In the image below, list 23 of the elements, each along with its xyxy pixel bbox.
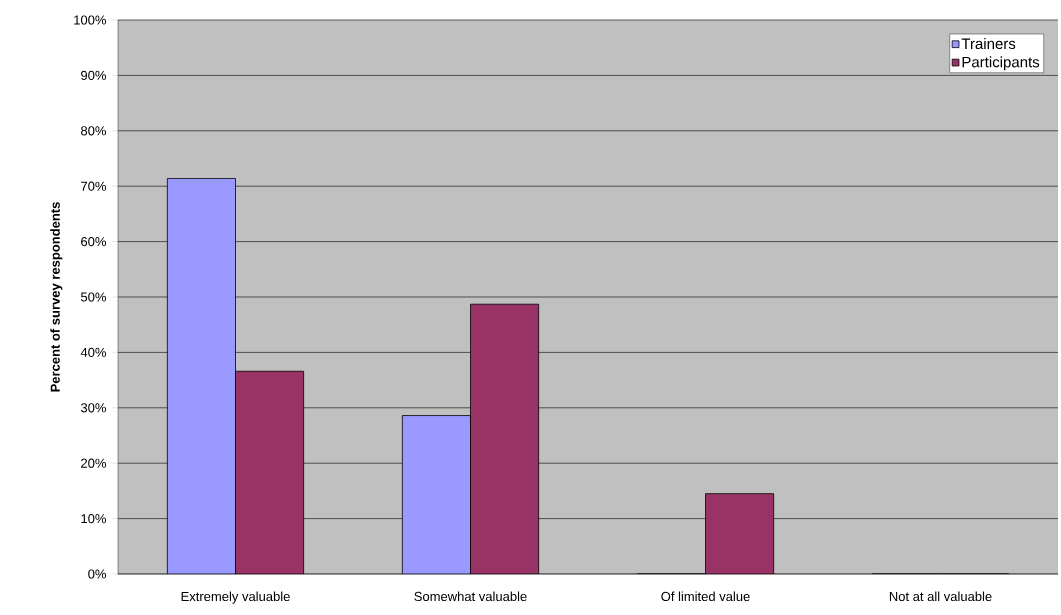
- x-tick-label: Of limited value: [661, 591, 750, 602]
- x-tick-label: Somewhat valuable: [414, 591, 527, 602]
- y-tick-label: 50%: [80, 292, 107, 302]
- y-tick-label: 90%: [81, 70, 107, 80]
- bar: [166, 178, 236, 574]
- bar: [402, 415, 471, 574]
- y-tick-label: 20%: [81, 458, 107, 468]
- y-tick-label: 60%: [81, 236, 107, 247]
- legend-label: Trainers: [961, 38, 1016, 50]
- bar: [235, 370, 305, 574]
- x-tick-label: Extremely valuable: [181, 591, 290, 604]
- y-tick-label: 100%: [74, 15, 107, 25]
- y-tick-label: 10%: [81, 514, 107, 524]
- y-tick-label: 0%: [88, 569, 107, 579]
- x-tick-label: Not at all valuable: [889, 591, 992, 602]
- y-tick-label: 80%: [81, 126, 107, 136]
- bar: [705, 493, 775, 574]
- y-axis-title: Percent of survey respondents: [50, 202, 63, 392]
- y-tick-label: 40%: [80, 347, 107, 357]
- y-tick-label: 30%: [80, 403, 107, 413]
- legend-label: Participants: [962, 56, 1040, 71]
- bar: [470, 304, 539, 574]
- y-tick-label: 70%: [81, 181, 107, 191]
